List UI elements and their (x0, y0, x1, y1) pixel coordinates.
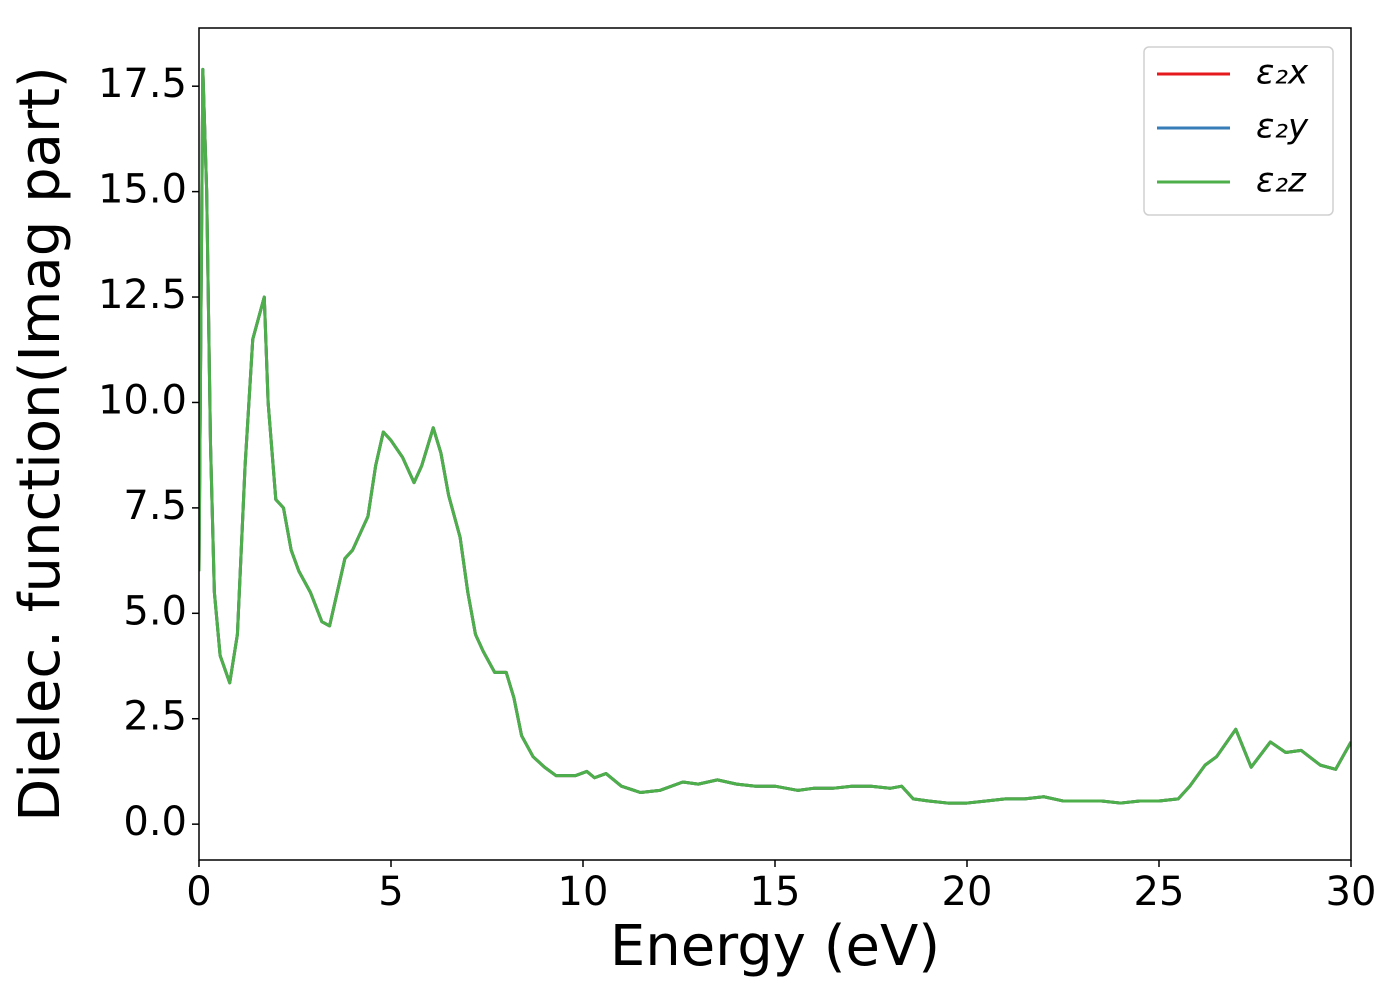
legend-box (1143, 46, 1334, 216)
y-tick-label: 5.0 (123, 588, 187, 634)
y-tick-label: 10.0 (98, 377, 187, 423)
x-tick-label: 25 (1134, 869, 1185, 915)
legend-label: ε₂x (1256, 53, 1309, 93)
y-axis-label: Dielec. function(Imag part) (8, 66, 73, 822)
series-line (199, 67, 1351, 805)
x-tick-label: 15 (750, 869, 801, 915)
y-tick-label: 17.5 (98, 61, 187, 107)
y-tick-label: 15.0 (98, 167, 187, 213)
y-tick-label: 0.0 (123, 799, 187, 845)
x-tick-label: 10 (558, 869, 609, 915)
legend-label: ε₂y (1256, 107, 1309, 147)
x-tick-label: 0 (186, 869, 211, 915)
legend-label: ε₂z (1256, 161, 1307, 201)
x-axis-label: Energy (eV) (610, 914, 940, 979)
x-tick-label: 5 (378, 869, 403, 915)
x-tick-label: 30 (1326, 869, 1377, 915)
y-tick-label: 12.5 (98, 272, 187, 318)
x-tick-label: 20 (942, 869, 993, 915)
y-tick-label: 2.5 (123, 694, 187, 740)
plot-frame (198, 27, 1352, 861)
y-tick-label: 7.5 (123, 483, 187, 529)
